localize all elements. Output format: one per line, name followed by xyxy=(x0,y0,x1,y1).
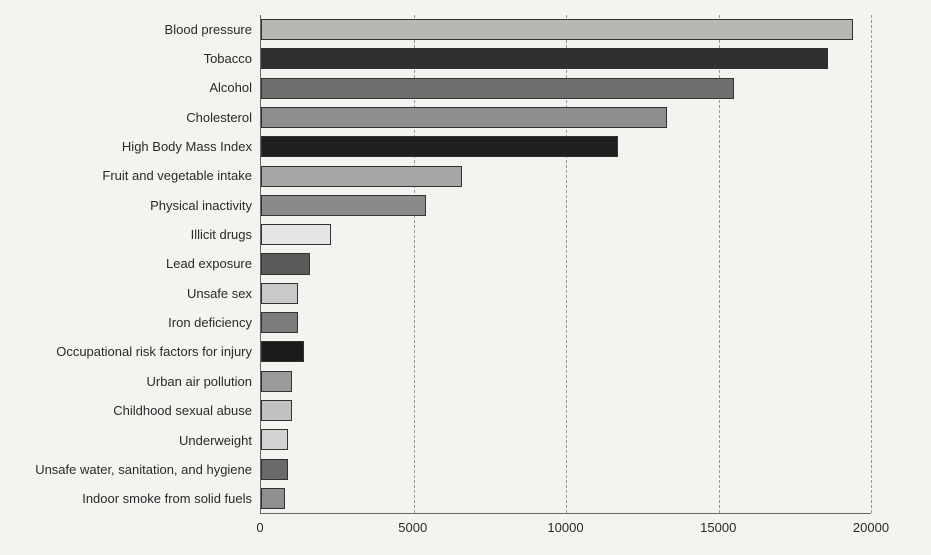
bar xyxy=(261,488,285,509)
category-label: Alcohol xyxy=(10,81,252,95)
x-tick-label: 20000 xyxy=(853,520,889,535)
bar xyxy=(261,224,331,245)
category-label: Lead exposure xyxy=(10,257,252,271)
category-label: Cholesterol xyxy=(10,111,252,125)
category-label: Childhood sexual abuse xyxy=(10,404,252,418)
category-label: Iron deficiency xyxy=(10,316,252,330)
bar xyxy=(261,195,426,216)
bar xyxy=(261,107,667,128)
chart-container: Blood pressure Tobacco Alcohol Cholesterol H… xyxy=(10,15,871,540)
y-axis-labels: Blood pressure Tobacco Alcohol Cholesterol H… xyxy=(10,15,260,514)
bars-area xyxy=(260,15,871,514)
bar xyxy=(261,136,618,157)
bar xyxy=(261,78,734,99)
category-label: Occupational risk factors for injury xyxy=(10,345,252,359)
bar xyxy=(261,283,298,304)
bar xyxy=(261,400,292,421)
x-tick-label: 0 xyxy=(256,520,263,535)
x-axis-ticks: 05000100001500020000 xyxy=(260,520,871,540)
category-label: High Body Mass Index xyxy=(10,140,252,154)
category-label: Illicit drugs xyxy=(10,228,252,242)
category-label: Tobacco xyxy=(10,52,252,66)
category-label: Indoor smoke from solid fuels xyxy=(10,492,252,506)
bar xyxy=(261,371,292,392)
bar xyxy=(261,429,288,450)
category-label: Unsafe water, sanitation, and hygiene xyxy=(10,463,252,477)
plot-area: Blood pressure Tobacco Alcohol Cholesterol H… xyxy=(10,15,871,514)
category-label: Fruit and vegetable intake xyxy=(10,169,252,183)
category-label: Blood pressure xyxy=(10,23,252,37)
bar xyxy=(261,19,853,40)
bar xyxy=(261,48,828,69)
x-tick-label: 5000 xyxy=(398,520,427,535)
gridline xyxy=(871,15,872,513)
x-axis: 05000100001500020000 xyxy=(10,520,871,540)
bar xyxy=(261,166,462,187)
bar xyxy=(261,253,310,274)
bar xyxy=(261,312,298,333)
category-label: Underweight xyxy=(10,434,252,448)
category-label: Urban air pollution xyxy=(10,375,252,389)
category-label: Physical inactivity xyxy=(10,199,252,213)
x-tick-label: 15000 xyxy=(700,520,736,535)
x-tick-label: 10000 xyxy=(547,520,583,535)
bar xyxy=(261,341,304,362)
category-label: Unsafe sex xyxy=(10,287,252,301)
bar xyxy=(261,459,288,480)
